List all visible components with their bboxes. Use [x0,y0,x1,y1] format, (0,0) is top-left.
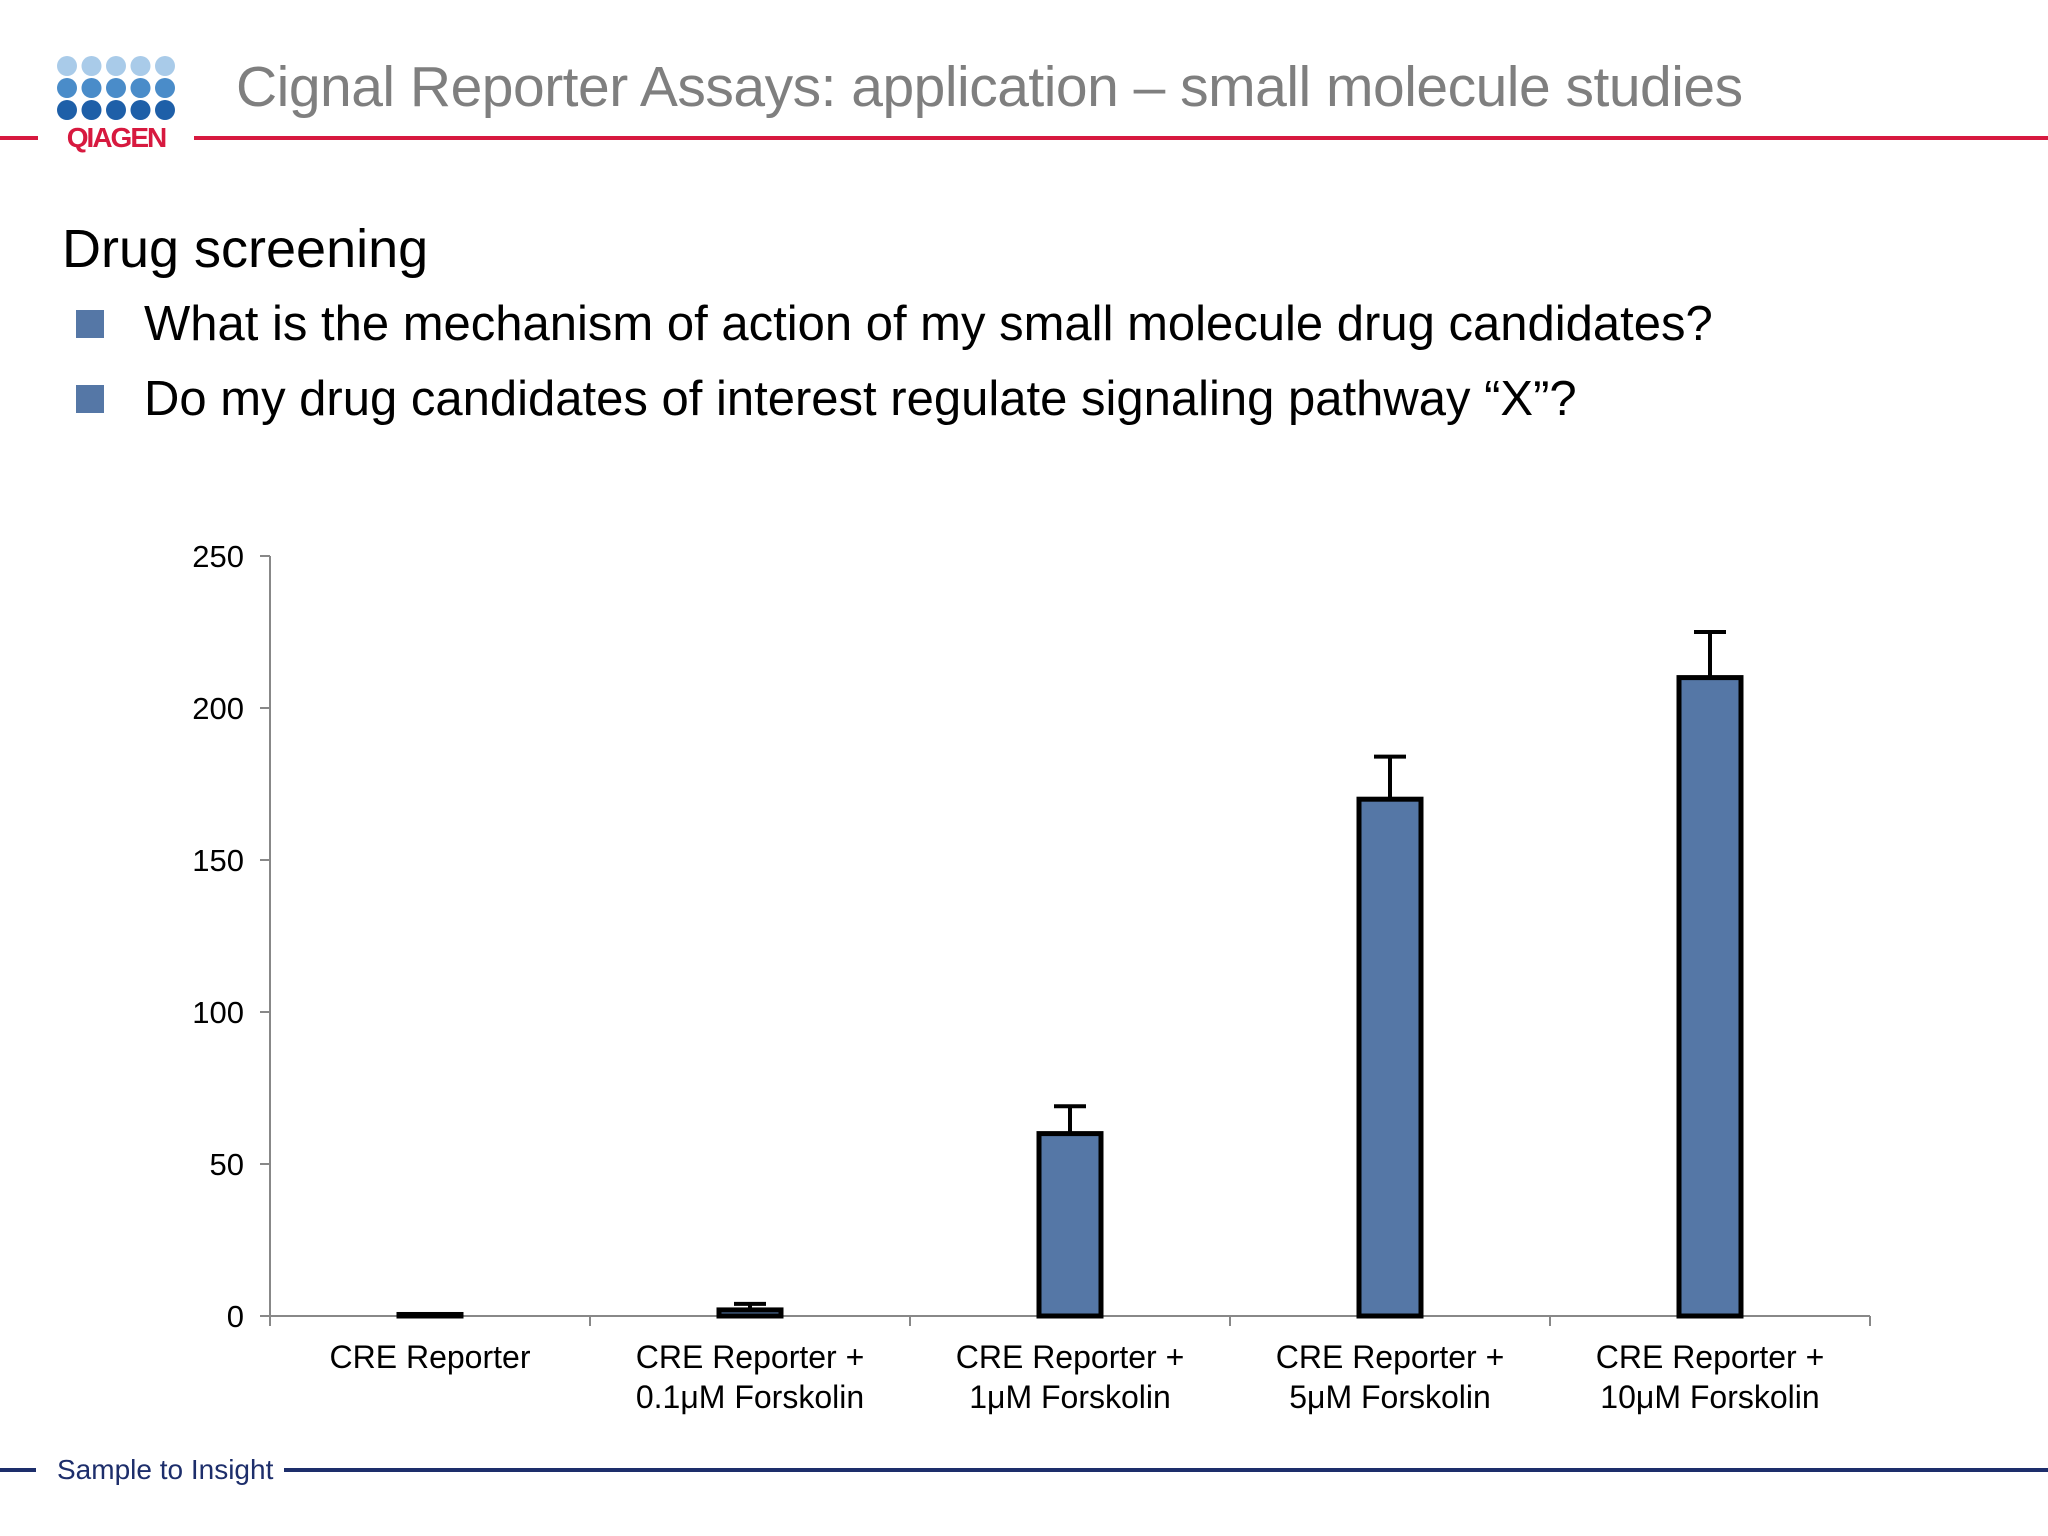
x-tick-label-line: CRE Reporter [330,1339,531,1375]
x-tick-label-line: 1μM Forskolin [969,1379,1171,1415]
logo-dot [106,100,126,120]
x-tick-label-line: 10μM Forskolin [1600,1379,1819,1415]
x-tick-label-line: CRE Reporter + [1276,1339,1505,1375]
x-tick-label: CRE Reporter + 10μM Forskolin [1596,1339,1825,1415]
footer-rule [284,1468,2048,1472]
x-tick-label: CRE Reporter + 5μM Forskolin [1276,1339,1505,1415]
logo-dot [57,78,77,98]
y-tick-label: 200 [192,691,244,726]
x-tick-label: CRE Reporter + 1μM Forskolin [956,1339,1185,1415]
logo-dot [155,56,175,76]
logo-dot [155,100,175,120]
logo-dot [57,100,77,120]
logo-text: QIAGEN [66,122,167,153]
x-tick-label-line: 5μM Forskolin [1289,1379,1491,1415]
logo-dot [81,56,102,76]
bullet-text: Do my drug candidates of interest regula… [144,372,1577,426]
logo-dot [81,100,102,120]
footer-tagline: Sample to Insight [57,1454,274,1485]
x-tick-label: CRE Reporter [330,1339,531,1375]
bar [1676,675,1744,1319]
bar [1356,796,1424,1319]
logo-dot [106,56,126,76]
logo-dot [81,78,102,98]
bar [396,1311,464,1319]
bullet-text: What is the mechanism of action of my sm… [144,297,1713,351]
logo-dot [130,78,151,98]
y-tick-label: 100 [192,995,244,1030]
y-tick-label: 250 [192,539,244,574]
x-tick-label-line: CRE Reporter + [1596,1339,1825,1375]
bar [1036,1131,1104,1319]
header-rule-left [0,136,38,140]
logo-dot [130,56,151,76]
x-tick-label: CRE Reporter + 0.1μM Forskolin [636,1339,865,1415]
logo-dots-icon [57,56,175,120]
logo-dot [57,56,77,76]
slide-title: Cignal Reporter Assays: application – sm… [236,55,1743,119]
logo-dot [155,78,175,98]
bullet-square-icon [76,385,104,413]
footer-rule-left [0,1468,36,1472]
x-tick-label-line: CRE Reporter + [956,1339,1185,1375]
logo-dot [130,100,151,120]
bar [716,1307,784,1319]
x-tick-label-line: 0.1μM Forskolin [636,1379,864,1415]
y-tick-label: 150 [192,843,244,878]
logo-dot [106,78,126,98]
header-rule [194,136,2048,140]
bullet-square-icon [76,310,104,338]
y-tick-label: 50 [210,1147,244,1182]
section-title: Drug screening [62,219,429,279]
x-tick-label-line: CRE Reporter + [636,1339,865,1375]
qiagen-logo: QIAGEN [56,56,176,156]
y-tick-label: 0 [227,1299,244,1334]
